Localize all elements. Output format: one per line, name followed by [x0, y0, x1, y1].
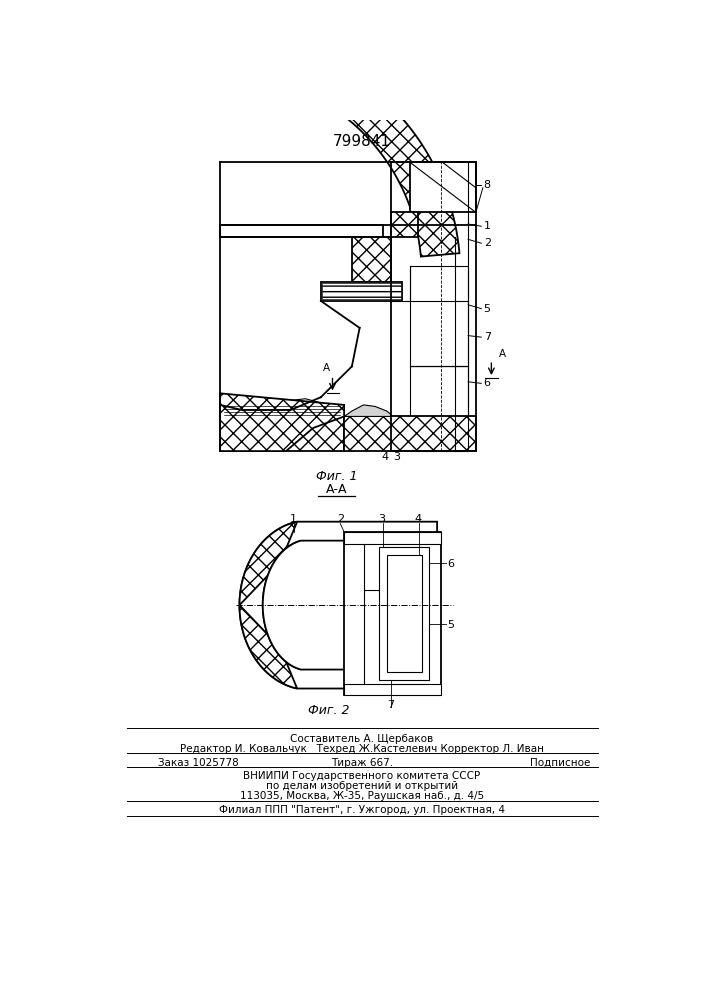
Bar — [410, 366, 468, 451]
Text: 8: 8 — [484, 180, 491, 190]
Text: Фиг. 1: Фиг. 1 — [315, 470, 357, 483]
Bar — [391, 212, 418, 237]
Text: 5: 5 — [484, 304, 491, 314]
Bar — [220, 225, 383, 237]
Text: 2: 2 — [484, 238, 491, 248]
Text: 5: 5 — [448, 620, 454, 630]
Text: 1: 1 — [291, 514, 297, 524]
Text: Составитель А. Щербаков: Составитель А. Щербаков — [291, 734, 433, 744]
Text: 6: 6 — [448, 559, 454, 569]
Text: Филиал ППП "Патент", г. Ужгород, ул. Проектная, 4: Филиал ППП "Патент", г. Ужгород, ул. Про… — [219, 805, 505, 815]
Polygon shape — [263, 541, 437, 670]
Text: 1: 1 — [484, 221, 491, 231]
Text: 7: 7 — [387, 700, 395, 710]
Bar — [344, 684, 441, 695]
Bar — [321, 282, 402, 301]
Text: 4: 4 — [382, 452, 389, 462]
Bar — [379, 547, 429, 680]
Text: 799841: 799841 — [333, 134, 391, 149]
Polygon shape — [344, 405, 391, 416]
Polygon shape — [240, 522, 437, 689]
Text: А-А: А-А — [326, 483, 347, 496]
Polygon shape — [220, 393, 344, 451]
Polygon shape — [240, 522, 301, 605]
Text: Редактор И. Ковальчук   Техред Ж.Кастелевич Корректор Л. Иван: Редактор И. Ковальчук Техред Ж.Кастелеви… — [180, 744, 544, 754]
Text: 6: 6 — [484, 378, 491, 388]
Text: ВНИИПИ Государственного комитета СССР: ВНИИПИ Государственного комитета СССР — [243, 771, 481, 781]
Text: Тираж 667.: Тираж 667. — [331, 758, 393, 768]
Text: 3: 3 — [393, 452, 400, 462]
Text: Заказ 1025778: Заказ 1025778 — [158, 758, 239, 768]
Polygon shape — [220, 399, 344, 416]
Bar — [387, 555, 421, 672]
Text: Фиг. 2: Фиг. 2 — [308, 704, 349, 717]
Bar — [344, 416, 476, 451]
Bar — [352, 237, 391, 282]
Text: 2: 2 — [337, 514, 344, 524]
Text: А: А — [499, 349, 506, 359]
Text: А: А — [322, 363, 330, 373]
Polygon shape — [240, 605, 301, 689]
Bar — [410, 162, 476, 212]
Text: 3: 3 — [378, 514, 385, 524]
Text: 4: 4 — [414, 514, 421, 524]
Bar — [344, 532, 441, 544]
Text: по делам изобретений и открытий: по делам изобретений и открытий — [266, 781, 458, 791]
Bar — [322, 283, 401, 299]
Bar — [410, 266, 468, 366]
Bar — [344, 532, 441, 695]
Text: 113035, Москва, Ж-35, Раушская наб., д. 4/5: 113035, Москва, Ж-35, Раушская наб., д. … — [240, 791, 484, 801]
Bar — [220, 416, 344, 451]
Polygon shape — [282, 47, 460, 257]
Text: 7: 7 — [484, 332, 491, 342]
Text: Подписное: Подписное — [530, 758, 590, 768]
